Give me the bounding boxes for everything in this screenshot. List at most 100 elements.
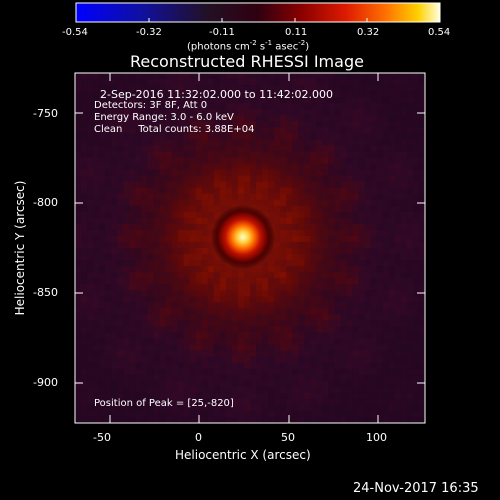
image-pixel <box>364 97 372 104</box>
image-pixel <box>111 272 118 279</box>
image-pixel <box>231 91 239 98</box>
image-pixel <box>406 338 414 345</box>
image-pixel <box>141 145 148 152</box>
image-pixel <box>111 260 118 267</box>
image-pixel <box>93 278 100 285</box>
image-pixel <box>292 368 299 376</box>
image-pixel <box>219 79 227 86</box>
image-pixel <box>388 73 396 80</box>
image-pixel <box>183 97 191 104</box>
image-pixel <box>87 127 94 134</box>
image-pixel <box>201 386 209 394</box>
image-pixel <box>328 103 335 110</box>
image-pixel <box>250 97 257 104</box>
image-pixel <box>400 314 408 321</box>
image-pixel <box>340 338 347 345</box>
image-pixel <box>400 272 408 279</box>
image-pixel <box>105 404 112 412</box>
image-pixel <box>388 278 396 285</box>
image-pixel <box>322 410 329 418</box>
image-pixel <box>177 380 185 388</box>
image-pixel <box>153 338 160 345</box>
image-pixel <box>298 85 305 92</box>
image-pixel <box>388 175 396 183</box>
image-pixel <box>322 79 329 86</box>
image-pixel <box>165 374 172 382</box>
image-pixel <box>87 157 94 164</box>
image-pixel <box>75 205 82 213</box>
image-pixel <box>147 109 154 116</box>
image-pixel <box>75 133 82 140</box>
image-pixel <box>364 115 372 122</box>
image-pixel <box>292 97 299 104</box>
image-pixel <box>159 73 166 80</box>
image-pixel <box>111 368 118 376</box>
image-pixel <box>268 97 275 104</box>
image-pixel <box>352 139 360 146</box>
image-pixel <box>346 386 353 394</box>
x-tick-label: 0 <box>195 431 202 444</box>
image-pixel <box>412 97 420 104</box>
image-pixel <box>280 416 287 423</box>
image-pixel <box>334 356 341 364</box>
image-pixel <box>370 181 378 189</box>
image-pixel <box>99 344 106 351</box>
y-tick-label: -850 <box>33 286 58 299</box>
image-pixel <box>213 398 221 406</box>
image-pixel <box>400 217 408 225</box>
image-pixel <box>406 314 414 321</box>
image-pixel <box>123 380 130 388</box>
image-pixel <box>87 278 94 285</box>
image-pixel <box>376 199 384 207</box>
image-pixel <box>99 290 106 297</box>
image-pixel <box>352 410 360 418</box>
image-pixel <box>135 398 142 406</box>
image-pixel <box>400 416 408 423</box>
image-pixel <box>388 308 396 315</box>
image-pixel <box>87 326 94 333</box>
image-pixel <box>358 121 366 128</box>
image-pixel <box>412 175 420 183</box>
image-pixel <box>93 308 100 315</box>
image-pixel <box>400 223 408 231</box>
image-pixel <box>256 392 263 400</box>
image-pixel <box>358 392 366 400</box>
image-pixel <box>81 404 88 412</box>
image-pixel <box>93 362 100 370</box>
image-pixel <box>135 109 142 116</box>
image-pixel <box>75 187 82 195</box>
image-pixel <box>370 308 378 315</box>
image-pixel <box>105 145 112 152</box>
image-pixel <box>412 368 420 376</box>
image-pixel <box>322 133 329 140</box>
image-pixel <box>418 356 425 364</box>
image-pixel <box>412 248 420 255</box>
image-pixel <box>93 356 100 364</box>
image-pixel <box>292 374 299 382</box>
image-pixel <box>274 398 281 406</box>
image-pixel <box>87 248 94 255</box>
image-pixel <box>394 278 402 285</box>
image-pixel <box>418 344 425 351</box>
image-pixel <box>147 350 154 358</box>
image-pixel <box>364 121 372 128</box>
image-pixel <box>364 103 372 110</box>
image-pixel <box>274 368 281 376</box>
image-pixel <box>406 266 414 273</box>
image-pixel <box>418 163 425 170</box>
image-pixel <box>111 175 118 183</box>
image-pixel <box>394 127 402 134</box>
image-pixel <box>81 368 88 376</box>
image-pixel <box>250 416 257 423</box>
image-pixel <box>207 79 215 86</box>
image-pixel <box>231 398 239 406</box>
image-pixel <box>201 73 209 80</box>
image-pixel <box>394 272 402 279</box>
image-pixel <box>87 398 94 406</box>
image-pixel <box>75 139 82 146</box>
image-pixel <box>406 157 414 164</box>
image-pixel <box>358 368 366 376</box>
image-pixel <box>75 115 82 122</box>
image-pixel <box>99 362 106 370</box>
image-pixel <box>388 217 396 225</box>
